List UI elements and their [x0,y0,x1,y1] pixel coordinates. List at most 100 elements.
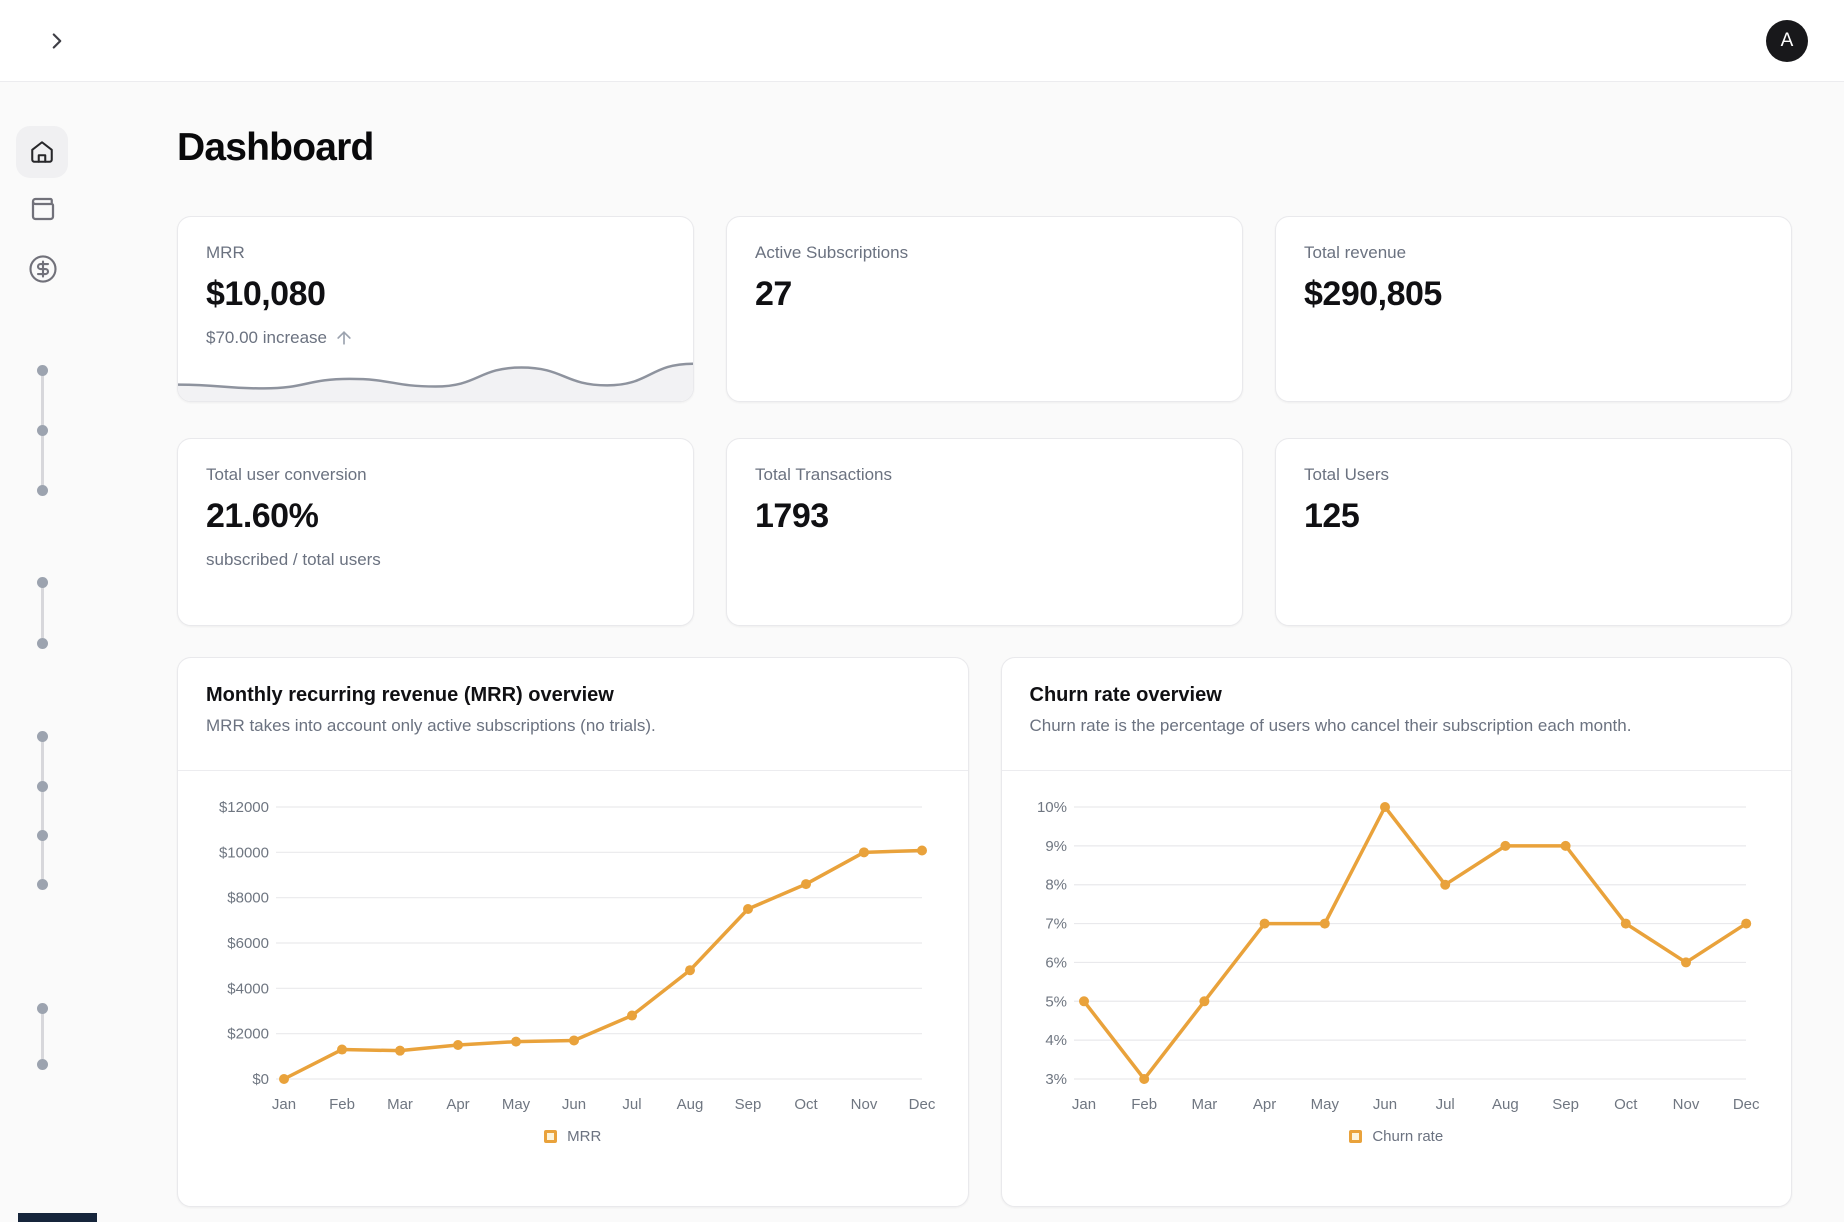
data-point [1620,918,1631,929]
data-point [1198,996,1209,1007]
timeline-dot [37,485,48,496]
legend-label: MRR [567,1128,602,1145]
data-point [511,1036,521,1047]
chevron-right-icon [44,28,70,54]
x-tick-label: Sep [1552,1096,1579,1113]
data-point [1560,840,1571,851]
avatar-initial: A [1780,30,1794,51]
sidebar [0,82,104,1222]
data-point [453,1040,463,1050]
stat-label: Total Users [1304,465,1390,484]
y-tick-label: $12000 [219,799,269,816]
churn-legend[interactable]: Churn rate [1002,1128,1792,1145]
y-tick-label: 6% [1045,954,1067,971]
stat-value: $10,080 [206,275,326,313]
x-tick-label: Apr [1252,1096,1275,1113]
y-tick-label: $2000 [227,1026,269,1043]
stat-value: 125 [1304,497,1360,535]
timeline-dot [37,577,48,588]
churn-chart-card: Churn rate overview Churn rate is the pe… [1000,657,1792,1207]
x-tick-label: Mar [1191,1096,1217,1113]
sparkline-line [178,364,693,389]
mrr-legend[interactable]: MRR [178,1128,968,1145]
stat-label: Active Subscriptions [755,243,909,262]
data-point [337,1044,347,1055]
stat-value: 1793 [755,497,829,535]
stat-change: $70.00 increase [206,328,665,348]
stat-label: Total revenue [1304,243,1407,262]
y-tick-label: 10% [1036,799,1066,816]
stats-grid: MRR $10,080 $70.00 increase Active Subsc… [177,216,1792,626]
timeline-connector [41,736,44,879]
data-point [569,1035,579,1046]
chart-header: Monthly recurring revenue (MRR) overview… [178,658,968,771]
x-tick-label: May [502,1096,531,1113]
y-tick-label: 9% [1045,838,1067,855]
stat-card-total-revenue: Total revenue $290,805 [1275,216,1792,402]
data-point [1439,879,1450,890]
sparkline-area [178,363,693,401]
home-icon [29,139,55,165]
taskbar-fragment [18,1213,97,1222]
stat-card-total-users: Total Users 125 [1275,438,1792,626]
y-tick-label: $6000 [227,935,269,952]
x-tick-label: Jun [562,1096,586,1113]
y-tick-label: $4000 [227,980,269,997]
x-tick-label: Nov [1672,1096,1699,1113]
x-tick-label: Mar [387,1096,413,1113]
data-point [279,1074,289,1084]
y-tick-label: $10000 [219,844,269,861]
data-point [685,965,695,976]
user-avatar[interactable]: A [1766,20,1808,62]
wallet-icon [28,194,58,224]
data-point [627,1010,637,1021]
sidebar-item-subscriptions[interactable] [28,194,58,224]
chart-subtitle: Churn rate is the percentage of users wh… [1029,716,1632,735]
circle-dollar-icon [28,254,58,284]
stat-label: MRR [206,243,245,262]
sidebar-item-home[interactable] [16,126,68,178]
y-tick-label: 7% [1045,916,1067,933]
series-line [282,848,924,1081]
x-tick-label: Jan [272,1096,296,1113]
x-tick-label: Oct [1614,1096,1638,1113]
stat-card-active-subscriptions: Active Subscriptions 27 [726,216,1243,402]
x-tick-label: Sep [735,1096,762,1113]
data-point [1078,996,1089,1007]
y-tick-label: 3% [1045,1071,1067,1088]
x-tick-label: Feb [1131,1096,1157,1113]
data-point [1680,957,1691,968]
x-tick-label: Dec [909,1096,936,1113]
stat-change-text: $70.00 increase [206,328,327,347]
timeline-dot [37,638,48,649]
stat-value: $290,805 [1304,275,1442,313]
legend-swatch [1349,1130,1363,1143]
stat-value: 21.60% [206,497,319,535]
y-tick-label: 4% [1045,1032,1067,1049]
mrr-chart-card: Monthly recurring revenue (MRR) overview… [177,657,969,1207]
stat-card-total-transactions: Total Transactions 1793 [726,438,1243,626]
x-tick-label: Aug [677,1096,704,1113]
arrow-up-icon [334,328,354,348]
top-bar: A [0,0,1844,82]
x-tick-label: Nov [851,1096,878,1113]
data-point [1259,918,1270,929]
chart-subtitle: MRR takes into account only active subsc… [206,716,656,735]
page-title: Dashboard [177,126,374,169]
data-point [1499,840,1510,851]
legend-swatch [544,1130,558,1143]
sidebar-item-revenue[interactable] [28,254,58,284]
x-tick-label: May [1310,1096,1339,1113]
x-tick-label: Dec [1732,1096,1759,1113]
churn-line-chart: 10% 9% 8% 7% 6% 5% 4% 3%Jan Feb Mar Apr May Jun Jul Au… [1036,799,1759,1113]
sidebar-expand-button[interactable] [42,26,72,56]
timeline-dot [37,365,48,376]
stat-label: Total user conversion [206,465,367,484]
legend-label: Churn rate [1372,1128,1444,1145]
x-tick-label: Jul [622,1096,641,1113]
chart-title: Monthly recurring revenue (MRR) overview [206,684,614,706]
timeline-dot [37,1003,48,1014]
x-tick-label: Jun [1372,1096,1396,1113]
